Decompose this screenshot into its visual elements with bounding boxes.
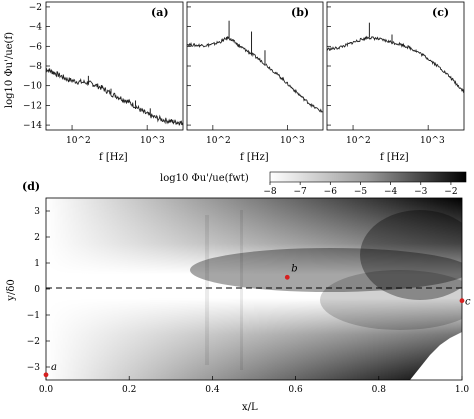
panel-d-label: (d) xyxy=(22,180,40,193)
panel-a-ytick-label: −14 xyxy=(23,121,42,131)
panel-c-frame xyxy=(326,1,465,131)
panel-d-ylabel: y/δ0 xyxy=(6,279,17,301)
panel-b-spectrum-line xyxy=(186,36,324,113)
panel-d-xtick-label: 0.0 xyxy=(39,385,54,395)
colorbar-tick-label: −2 xyxy=(444,187,457,197)
panel-b-xtick-1000: 10^3 xyxy=(280,136,305,146)
panel-c-xtick-1000: 10^3 xyxy=(420,136,445,146)
marker-label-c: c xyxy=(465,297,471,308)
panel-a-ylabel: log10 Φu'/ue(f) xyxy=(4,32,15,108)
panel-a-ytick-label: −2 xyxy=(29,3,42,13)
marker-label-b: b xyxy=(291,263,297,274)
colorbar-tick-label: −3 xyxy=(414,187,428,197)
marker-b xyxy=(284,274,290,280)
panel-b-xtick-100: 10^2 xyxy=(206,136,231,146)
marker-a xyxy=(43,372,49,378)
colorbar-tick-label: −5 xyxy=(354,187,368,197)
heatmap-field xyxy=(46,198,462,380)
colorbar-tick-label: −4 xyxy=(384,187,398,197)
panel-d-xtick-label: 0.4 xyxy=(205,385,220,395)
marker-c xyxy=(459,298,465,304)
panel-d-ytick-label: 1 xyxy=(34,259,40,269)
panel-a-frame xyxy=(45,1,184,131)
panel-c-xlabel: f [Hz] xyxy=(380,152,409,163)
panel-b-xlabel: f [Hz] xyxy=(240,152,269,163)
colorbar-label: log10 Φu'/ue(fwt) xyxy=(160,173,249,184)
panel-d-xlabel: x/L xyxy=(242,402,258,413)
panel-a-ytick-label: −8 xyxy=(29,62,43,72)
panel-d-xtick-label: 0.2 xyxy=(122,385,136,395)
panel-d-xtick-label: 0.8 xyxy=(372,385,387,395)
panel-a-spectrum-line xyxy=(45,68,184,126)
panel-a-ytick-label: −12 xyxy=(23,101,42,111)
panel-c-xtick-100: 10^2 xyxy=(346,136,371,146)
panel-d-ytick-label: −2 xyxy=(27,337,40,347)
panel-a-xlabel: f [Hz] xyxy=(99,152,128,163)
colorbar-tick-label: −7 xyxy=(294,187,308,197)
panel-d-ytick-label: −1 xyxy=(27,311,40,321)
panel-b-label: (b) xyxy=(291,6,309,19)
panel-a-label: (a) xyxy=(151,6,169,19)
panel-a-xtick-100: 10^2 xyxy=(66,136,91,146)
panel-d-ytick-label: 3 xyxy=(34,207,40,217)
panel-c-label: (c) xyxy=(432,6,449,19)
panel-a-xtick-1000: 10^3 xyxy=(140,136,165,146)
panel-d-xtick-label: 0.6 xyxy=(288,385,303,395)
colorbar-tick-label: −8 xyxy=(263,187,277,197)
panel-b-frame xyxy=(186,1,324,131)
marker-label-a: a xyxy=(51,362,57,373)
panel-d-ytick-label: 0 xyxy=(34,285,40,295)
panel-d-xtick-label: 1.0 xyxy=(455,385,470,395)
panel-d-ytick-label: −3 xyxy=(27,363,41,373)
panel-c-spectrum-line xyxy=(326,35,465,94)
panel-d-ytick-label: 2 xyxy=(34,233,40,243)
panel-a-ytick-label: −4 xyxy=(29,23,43,33)
colorbar xyxy=(269,171,467,183)
colorbar-tick-label: −6 xyxy=(324,187,338,197)
panel-a-ytick-label: −6 xyxy=(29,42,43,52)
panel-a-ytick-label: −10 xyxy=(23,82,42,92)
